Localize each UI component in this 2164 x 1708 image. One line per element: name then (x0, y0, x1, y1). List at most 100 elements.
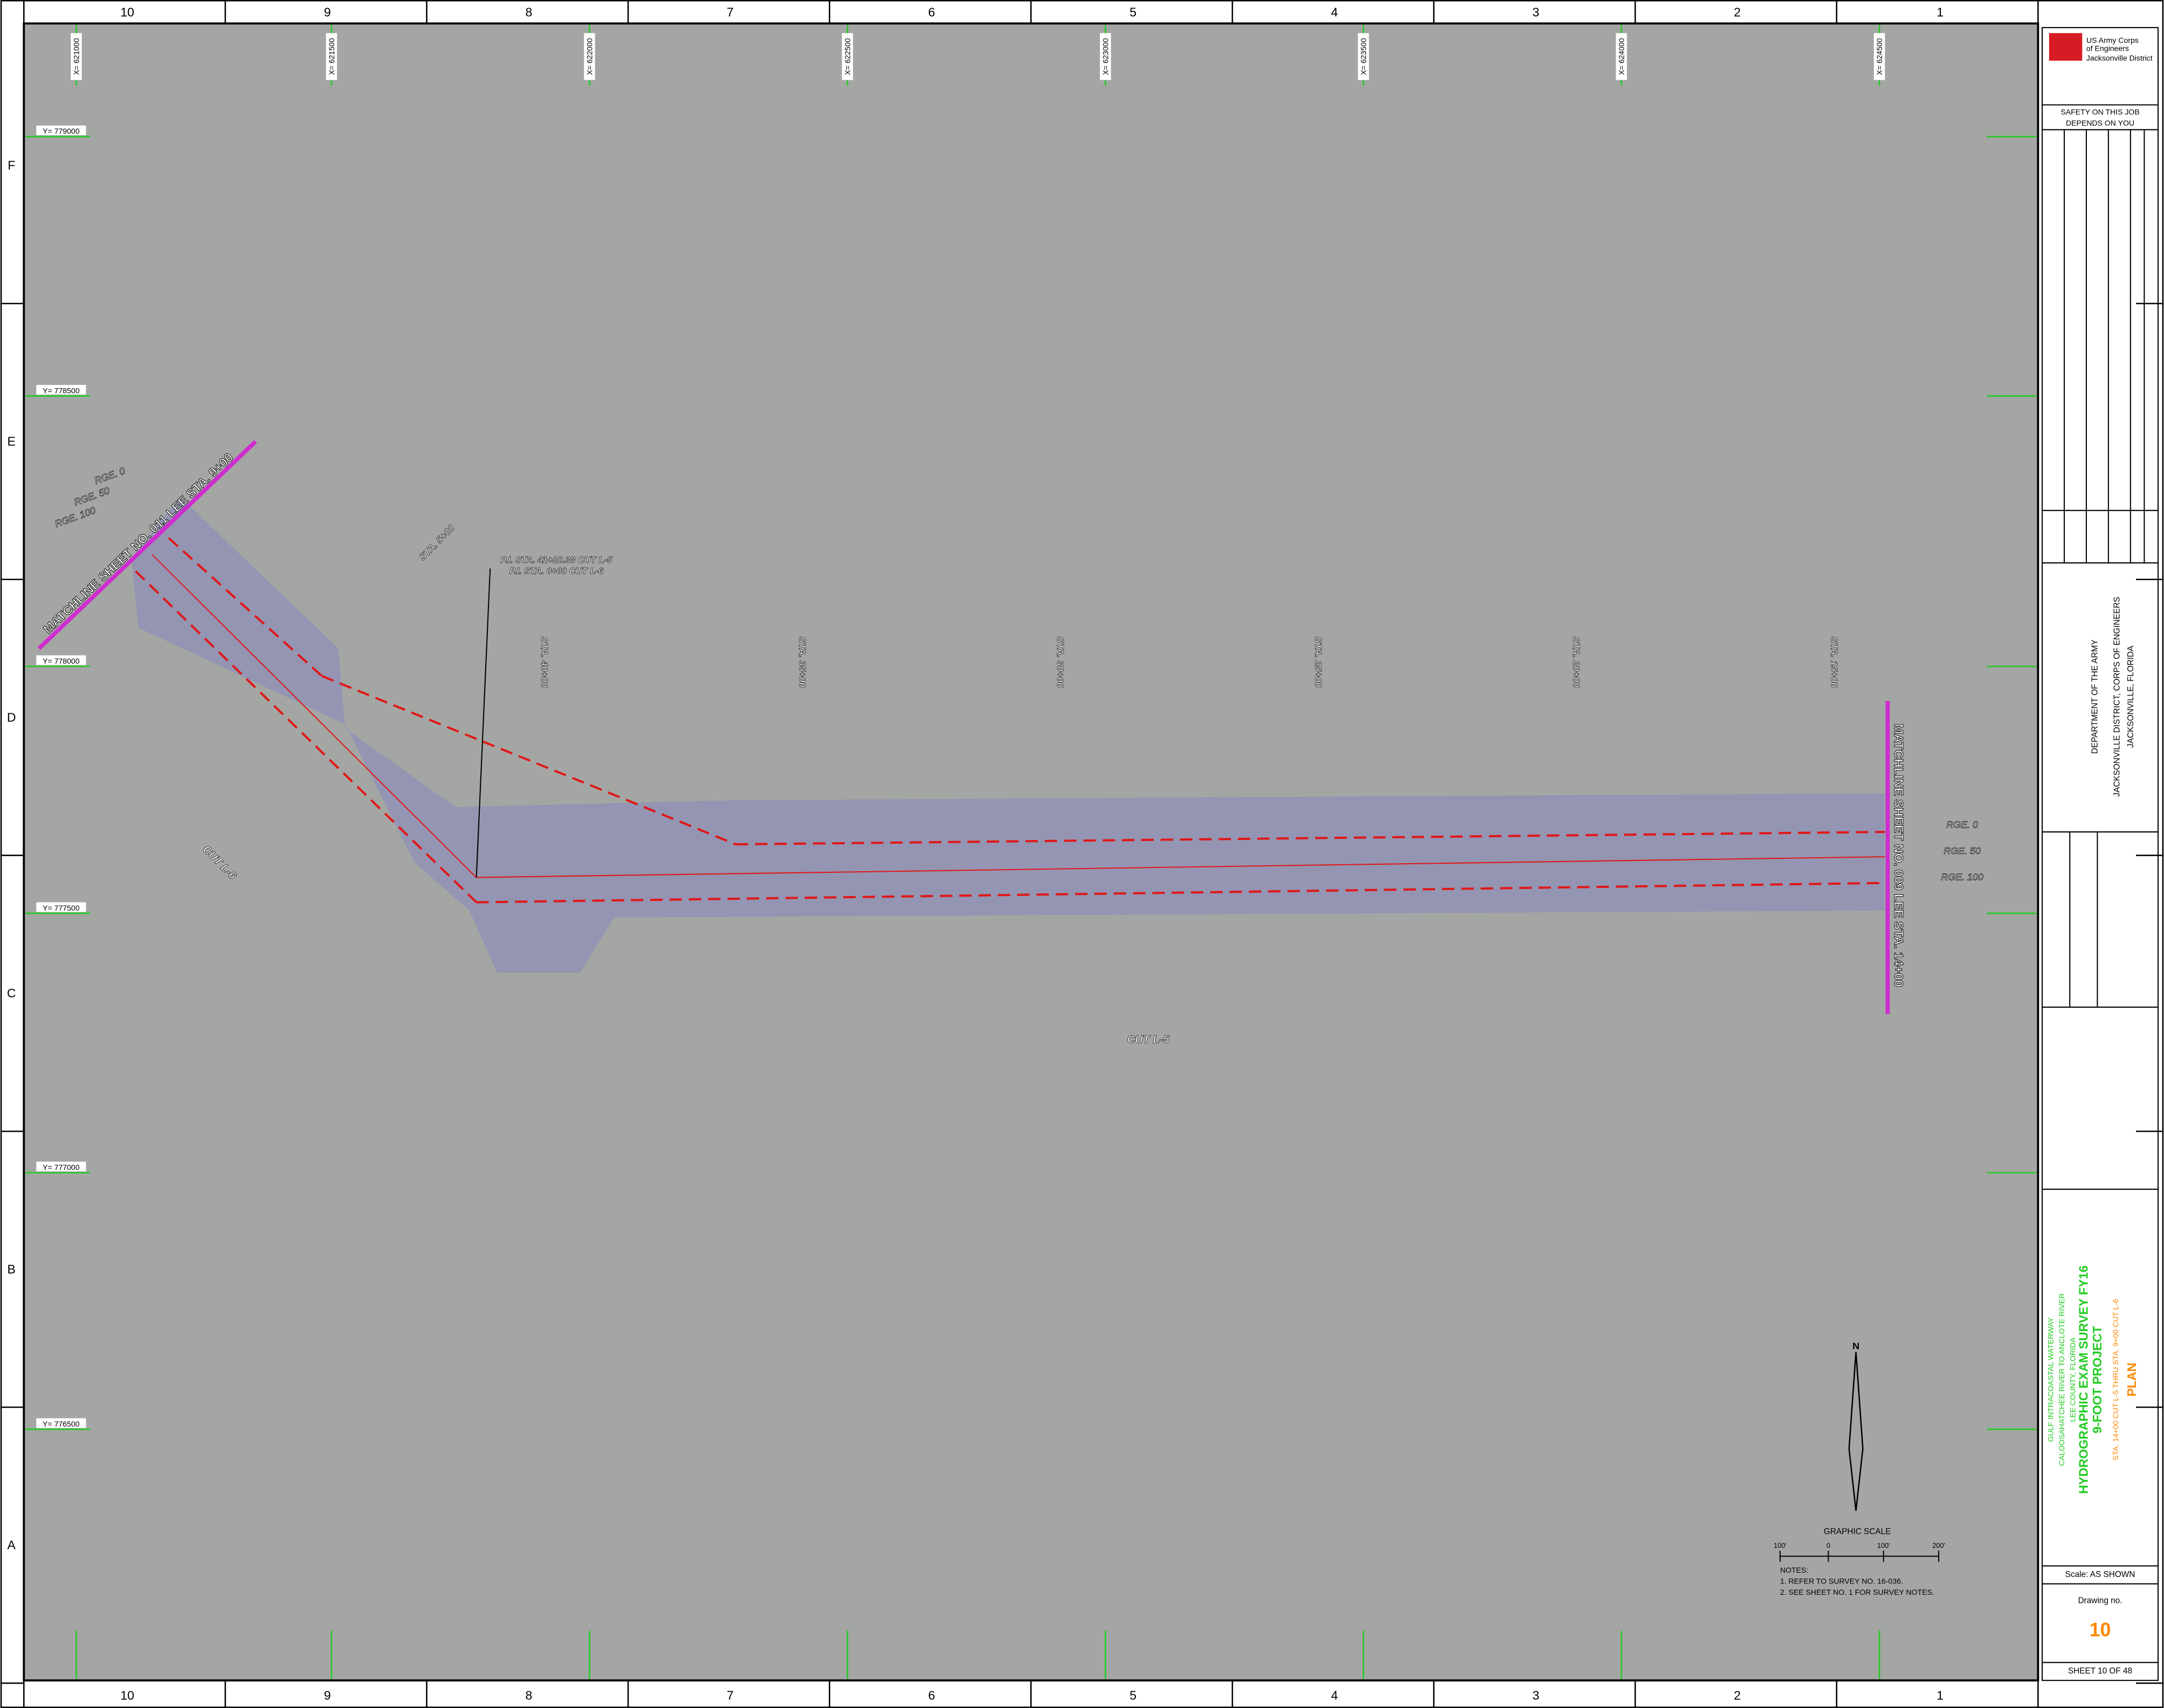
label-bg (326, 33, 337, 80)
column-label: 3 (1532, 5, 1539, 19)
x-coord-label: X= 623500 (1359, 38, 1368, 75)
dept-text: JACKSONVILLE DISTRICT, CORPS OF ENGINEER… (2112, 597, 2121, 797)
station-label: STA. 35+00 (797, 637, 808, 688)
rge-label: RGE. 50 (1944, 845, 1981, 856)
label-bg (36, 125, 86, 135)
plan-title: PLAN (2125, 1363, 2139, 1397)
north-label: N (1852, 1341, 1859, 1352)
y-coord-label: Y= 778000 (43, 657, 80, 665)
station-label: STA. 20+00 (1571, 637, 1582, 688)
drawing-number: 10 (2090, 1619, 2111, 1641)
row-label: C (7, 986, 16, 1000)
safety-text: SAFETY ON THIS JOB (2060, 107, 2139, 116)
row-label: E (8, 435, 16, 449)
channel-center (476, 856, 1885, 878)
column-label: 9 (324, 1689, 331, 1703)
row-label: F (8, 159, 15, 173)
sheet-title: 9-FOOT PROJECT (2090, 1326, 2104, 1434)
note: NOTES: (1780, 1566, 1808, 1574)
station-label: STA. 25+00 (1313, 637, 1324, 688)
y-coord-label: Y= 777000 (43, 1163, 80, 1172)
agency: of Engineers (2086, 44, 2129, 53)
scale-title: GRAPHIC SCALE (1824, 1527, 1891, 1537)
y-coord-label: Y= 778500 (43, 386, 80, 395)
title-block (2042, 27, 2159, 1681)
label-bg (36, 384, 86, 395)
drawing-label: Drawing no. (2078, 1596, 2122, 1606)
pi-label: P.I. STA. 0+00 CUT L-6 (509, 566, 604, 576)
label-bg (842, 33, 853, 80)
x-coord-label: X= 622000 (585, 38, 594, 75)
column-label: 6 (928, 1689, 935, 1703)
column-label: 8 (525, 5, 532, 19)
label-bg (36, 902, 86, 912)
column-label: 9 (324, 5, 331, 19)
x-coord-label: X= 624500 (1875, 38, 1884, 75)
note: 2. SEE SHEET NO. 1 FOR SURVEY NOTES. (1780, 1588, 1934, 1596)
column-label: 10 (120, 1689, 134, 1703)
column-label: 7 (727, 5, 734, 19)
column-label: 2 (1734, 1689, 1741, 1703)
column-label: 5 (1129, 5, 1136, 19)
l6-top (168, 537, 323, 677)
column-label: 4 (1331, 1689, 1338, 1703)
channel (135, 537, 1885, 904)
safety-text: DEPENDS ON YOU (2066, 119, 2134, 127)
label-bg (1100, 33, 1111, 80)
l6-center (151, 554, 477, 878)
project-text: LEE COUNTY, FLORIDA (2068, 1337, 2077, 1422)
label-bg (36, 1161, 86, 1172)
y-coord-label: Y= 779000 (43, 127, 80, 135)
pi-leader (475, 568, 491, 878)
rge-label: RGE. 0 (1946, 819, 1978, 830)
x-coord-label: X= 621000 (72, 38, 81, 75)
l6-bottom (135, 570, 478, 904)
scale-label: 100' (1774, 1541, 1787, 1549)
column-label: 4 (1331, 5, 1338, 19)
project-text: CALOOSAHATCHEE RIVER TO ANCLOTE RIVER (2057, 1293, 2066, 1466)
column-label: 8 (525, 1689, 532, 1703)
channel-bend (321, 674, 736, 845)
label-bg (584, 33, 595, 80)
cut-label: CUT L-5 (1127, 1034, 1170, 1046)
dept-text: DEPARTMENT OF THE ARMY (2090, 639, 2099, 754)
north-arrow (1848, 1352, 1864, 1511)
column-label: 1 (1936, 5, 1944, 19)
row-label: B (8, 1262, 16, 1276)
scale-bar (1779, 1551, 1940, 1562)
label-bg (36, 655, 86, 665)
pi-label: P.I. STA. 41+20.38 CUT L-5 (501, 555, 613, 565)
usace-logo (2049, 33, 2083, 61)
column-label: 1 (1936, 1689, 1944, 1703)
label-bg (1616, 33, 1627, 80)
x-coord-label: X= 623000 (1101, 38, 1110, 75)
plan-area (23, 22, 2039, 1682)
project-text: GULF INTRACOASTAL WATERWAY (2046, 1317, 2055, 1442)
channel-top (735, 831, 1885, 846)
rge-label: RGE. 100 (1941, 872, 1983, 883)
column-label: 7 (727, 1689, 734, 1703)
label-bg (36, 1418, 86, 1428)
y-coord-label: Y= 776500 (43, 1420, 80, 1428)
sheet-title: HYDROGRAPHIC EXAM SURVEY FY16 (2076, 1265, 2090, 1494)
agency: Jacksonville District (2086, 54, 2153, 63)
sheet-number: SHEET 10 OF 48 (2068, 1666, 2132, 1676)
x-coord-label: X= 621500 (327, 38, 336, 75)
station-label: STA. 15+00 (1829, 637, 1840, 688)
label-bg (1873, 33, 1885, 80)
note: 1. REFER TO SURVEY NO. 16-036. (1780, 1577, 1903, 1586)
column-label: 6 (928, 5, 935, 19)
column-label: 10 (120, 5, 134, 19)
station-label: STA. 30+00 (1055, 637, 1066, 688)
channel-bottom (476, 881, 1885, 904)
dept-text: JACKSONVILLE, FLORIDA (2126, 645, 2135, 748)
column-label: 3 (1532, 1689, 1539, 1703)
column-label: 2 (1734, 5, 1741, 19)
label-bg (71, 33, 82, 80)
soundings-area (131, 497, 1885, 973)
station-label: STA. 40+00 (539, 637, 550, 688)
x-coord-label: X= 622500 (843, 38, 852, 75)
agency: US Army Corps (2086, 36, 2139, 44)
